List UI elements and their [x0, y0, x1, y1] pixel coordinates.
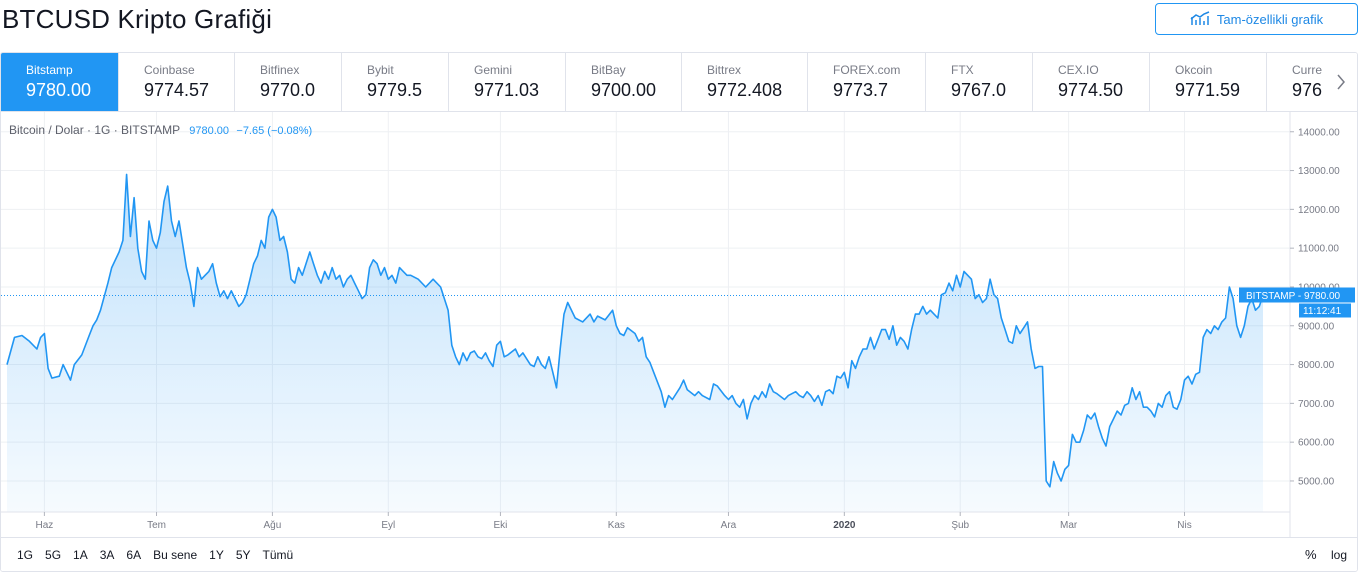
- last-price-label: BITSTAMP - 9780.00 11:12:41: [1239, 287, 1355, 318]
- tab-exchange-name: Curre: [1292, 63, 1323, 77]
- tab-exchange-price: 9772.408: [707, 80, 783, 100]
- full-featured-chart-button[interactable]: Tam-özellikli grafik: [1155, 3, 1358, 35]
- x-tick-label: Ara: [721, 520, 737, 531]
- log-scale-button[interactable]: log: [1331, 548, 1348, 562]
- tab-exchange-price: 9774.50: [1058, 80, 1124, 100]
- tab-exchange-name: FTX: [951, 63, 974, 77]
- tab-bitfinex[interactable]: Bitfinex 9770.0: [235, 53, 342, 111]
- tab-exchange-name: FOREX.com: [833, 63, 901, 77]
- tab-exchange-price: 9779.5: [367, 80, 423, 100]
- range-5g-button[interactable]: 5G: [45, 548, 62, 562]
- price-line-series: [6, 173, 1264, 488]
- time-axis: Haz Tem Ağu Eyl Eki Kas Ara 2020 Şub Mar Nis: [35, 512, 1192, 531]
- tab-forex-com[interactable]: FOREX.com 9773.7: [808, 53, 926, 111]
- chart-legend: Bitcoin / Dolar · 1G · BITSTAMP 9780.00 …: [9, 123, 312, 137]
- tab-exchange-name: Gemini: [474, 63, 513, 77]
- range-ytd-button[interactable]: Bu sene: [153, 548, 198, 562]
- x-tick-label: Eyl: [381, 520, 395, 531]
- last-price-time-text: 11:12:41: [1303, 306, 1342, 317]
- range-6a-button[interactable]: 6A: [126, 548, 142, 562]
- page-title: BTCUSD Kripto Grafiği: [2, 4, 273, 34]
- tab-bittrex[interactable]: Bittrex 9772.408: [682, 53, 808, 111]
- range-1y-button[interactable]: 1Y: [209, 548, 224, 562]
- price-chart[interactable]: 5000.006000.007000.008000.009000.0010000…: [1, 53, 1357, 537]
- bottom-toolbar: 1G 5G 1A 3A 6A Bu sene 1Y 5Y Tümü % log: [1, 537, 1357, 571]
- tab-bitstamp[interactable]: Bitstamp 9780.00: [1, 53, 119, 111]
- tab-exchange-name: Bitfinex: [260, 63, 300, 77]
- chart-widget: Bitstamp 9780.00 Coinbase 9774.57 Bitfin…: [0, 52, 1358, 572]
- exchange-tabs: Bitstamp 9780.00 Coinbase 9774.57 Bitfin…: [1, 53, 1357, 112]
- tab-bybit[interactable]: Bybit 9779.5: [342, 53, 449, 111]
- tab-coinbase[interactable]: Coinbase 9774.57: [119, 53, 235, 111]
- last-price-time-box: [1299, 303, 1351, 318]
- y-tick-label: 13000.00: [1298, 166, 1340, 177]
- chevron-right-icon: [1337, 74, 1345, 90]
- tab-exchange-name: Coinbase: [144, 63, 195, 77]
- range-3a-button[interactable]: 3A: [99, 548, 115, 562]
- tab-currency-com[interactable]: Curre 976: [1267, 53, 1347, 111]
- legend-symbol: Bitcoin / Dolar · 1G · BITSTAMP: [9, 123, 180, 137]
- tab-gemini[interactable]: Gemini 9771.03: [449, 53, 566, 111]
- x-tick-label: Eki: [493, 520, 507, 531]
- y-tick-label: 5000.00: [1298, 476, 1335, 487]
- y-tick-label: 11000.00: [1298, 244, 1339, 255]
- x-tick-label: Nis: [1177, 520, 1191, 531]
- range-all-button[interactable]: Tümü: [262, 548, 294, 562]
- tab-exchange-price: 9780.00: [26, 80, 92, 100]
- legend-change: −7.65 (−0.08%): [236, 125, 313, 137]
- x-tick-label: Kas: [608, 520, 625, 531]
- x-tick-label: Mar: [1060, 520, 1078, 531]
- tab-exchange-name: Bybit: [367, 63, 394, 77]
- x-tick-label: Tem: [147, 520, 166, 531]
- tab-exchange-price: 9767.0: [951, 80, 1007, 100]
- y-tick-label: 12000.00: [1298, 205, 1340, 216]
- last-price-label-box: [1239, 287, 1355, 303]
- tab-exchange-price: 9771.03: [474, 80, 540, 100]
- y-tick-label: 14000.00: [1298, 127, 1340, 138]
- tab-okcoin[interactable]: Okcoin 9771.59: [1150, 53, 1267, 111]
- x-tick-label: Şub: [951, 520, 969, 531]
- legend-last-price: 9780.00: [189, 125, 230, 137]
- tab-exchange-name: Okcoin: [1175, 63, 1213, 77]
- range-1g-button[interactable]: 1G: [17, 548, 34, 562]
- full-featured-chart-label: Tam-özellikli grafik: [1216, 11, 1324, 27]
- y-tick-label: 8000.00: [1298, 360, 1335, 371]
- tab-exchange-price: 9773.7: [833, 80, 889, 100]
- tab-exchange-name: Bitstamp: [26, 63, 73, 77]
- tab-cex-io[interactable]: CEX.IO 9774.50: [1033, 53, 1150, 111]
- last-price-label-text: BITSTAMP - 9780.00: [1246, 291, 1341, 302]
- y-tick-label: 6000.00: [1298, 438, 1335, 449]
- range-buttons: 1G 5G 1A 3A 6A Bu sene 1Y 5Y Tümü: [17, 548, 305, 562]
- tab-bitbay[interactable]: BitBay 9700.00: [566, 53, 682, 111]
- x-tick-label: 2020: [833, 520, 856, 531]
- percent-scale-button[interactable]: %: [1305, 547, 1317, 562]
- tabs-scroll-right-button[interactable]: [1325, 53, 1357, 111]
- x-tick-label: Haz: [35, 520, 53, 531]
- chart-line-icon: [1190, 11, 1210, 25]
- price-area-fill: [7, 174, 1263, 512]
- tab-exchange-price: 9700.00: [591, 80, 657, 100]
- tab-exchange-price: 9770.0: [260, 80, 316, 100]
- tab-exchange-name: CEX.IO: [1058, 63, 1099, 77]
- tab-exchange-name: Bittrex: [707, 63, 742, 77]
- tab-exchange-price: 976: [1292, 80, 1323, 100]
- range-5y-button[interactable]: 5Y: [235, 548, 251, 562]
- tab-exchange-name: BitBay: [591, 63, 626, 77]
- x-tick-label: Ağu: [264, 520, 282, 531]
- tab-exchange-price: 9771.59: [1175, 80, 1241, 100]
- y-tick-label: 7000.00: [1298, 399, 1335, 410]
- range-1a-button[interactable]: 1A: [73, 548, 88, 562]
- tab-ftx[interactable]: FTX 9767.0: [926, 53, 1033, 111]
- tab-exchange-price: 9774.57: [144, 80, 210, 100]
- y-tick-label: 9000.00: [1298, 321, 1335, 332]
